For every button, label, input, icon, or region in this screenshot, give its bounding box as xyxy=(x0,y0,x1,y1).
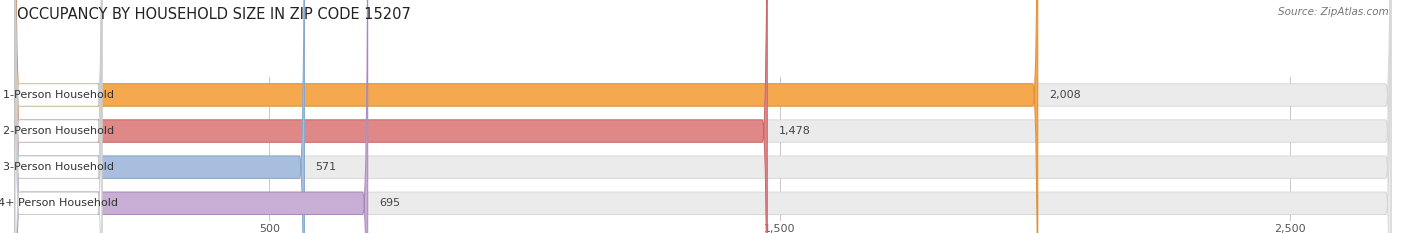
FancyBboxPatch shape xyxy=(15,0,101,233)
Text: 4+ Person Household: 4+ Person Household xyxy=(0,198,118,208)
Text: 2-Person Household: 2-Person Household xyxy=(3,126,114,136)
FancyBboxPatch shape xyxy=(15,0,1391,233)
FancyBboxPatch shape xyxy=(15,0,101,233)
Text: 3-Person Household: 3-Person Household xyxy=(3,162,114,172)
FancyBboxPatch shape xyxy=(15,0,768,233)
FancyBboxPatch shape xyxy=(15,0,305,233)
FancyBboxPatch shape xyxy=(15,0,101,233)
FancyBboxPatch shape xyxy=(15,0,1038,233)
Text: 2,008: 2,008 xyxy=(1049,90,1081,100)
Text: 571: 571 xyxy=(316,162,337,172)
FancyBboxPatch shape xyxy=(15,0,368,233)
Text: OCCUPANCY BY HOUSEHOLD SIZE IN ZIP CODE 15207: OCCUPANCY BY HOUSEHOLD SIZE IN ZIP CODE … xyxy=(17,7,411,22)
FancyBboxPatch shape xyxy=(15,0,1391,233)
FancyBboxPatch shape xyxy=(15,0,1391,233)
Text: 1,478: 1,478 xyxy=(779,126,810,136)
FancyBboxPatch shape xyxy=(15,0,101,233)
Text: 1-Person Household: 1-Person Household xyxy=(3,90,114,100)
FancyBboxPatch shape xyxy=(15,0,1391,233)
Text: Source: ZipAtlas.com: Source: ZipAtlas.com xyxy=(1278,7,1389,17)
Text: 695: 695 xyxy=(380,198,401,208)
